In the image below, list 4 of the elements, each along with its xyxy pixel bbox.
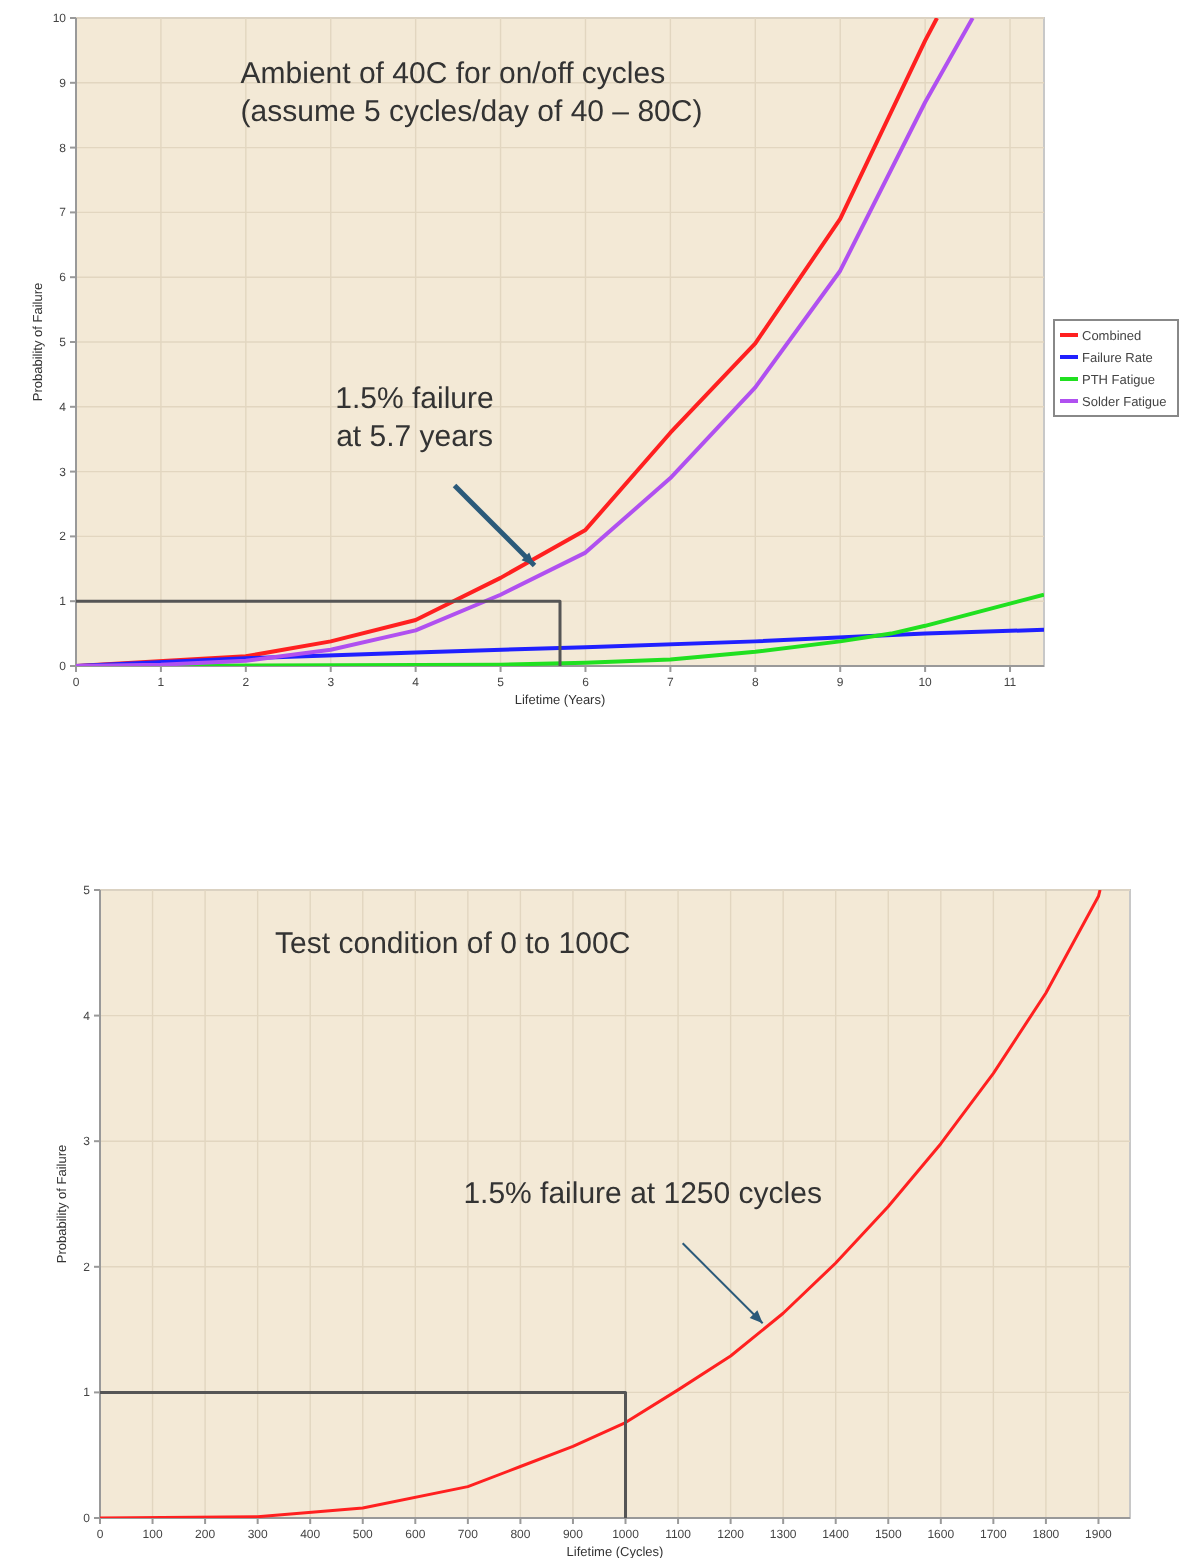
annotation: Ambient of 40C for on/off cycles (assume 5 cycles/day of 40 – 80C) (240, 56, 703, 129)
annotation: 1.5% failure at 5.7 years (335, 381, 494, 454)
annotation: 1.5% failure at 1250 cycles (463, 1177, 822, 1212)
annotation: Test condition of 0 to 100C (275, 926, 631, 961)
